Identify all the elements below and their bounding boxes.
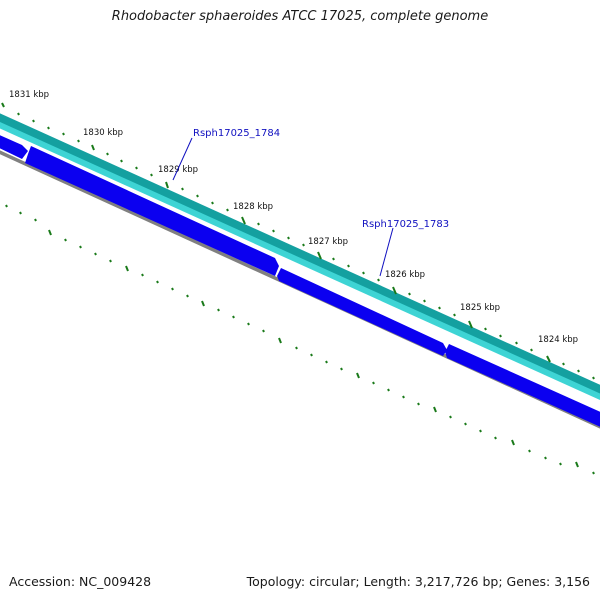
cds-feature-rsph17025-1783 [277, 268, 447, 356]
tick-label-1824: 1824 kbp [538, 335, 578, 345]
tick-labels: 1831 kbp 1830 kbp 1829 kbp 1828 kbp 1827… [9, 90, 578, 345]
gene-leader-line-1784 [172, 137, 193, 181]
tick-label-1825: 1825 kbp [460, 303, 500, 313]
tick-label-1831: 1831 kbp [9, 90, 49, 100]
inner-ticks [5, 204, 595, 475]
cds-feature-rsph17025-1784 [25, 146, 279, 276]
genome-stats-label: Topology: circular; Length: 3,217,726 bp… [246, 574, 590, 589]
gene-label-rsph17025-1783: Rsph17025_1783 [362, 219, 449, 230]
gene-leader-line-1783 [379, 227, 394, 277]
accession-label: Accession: NC_009428 [9, 574, 152, 589]
cds-track [0, 135, 600, 427]
map-title: Rhodobacter sphaeroides ATCC 17025, comp… [111, 9, 489, 24]
gene-labels: Rsph17025_1784 Rsph17025_1783 [172, 128, 449, 277]
tick-label-1827: 1827 kbp [308, 237, 348, 247]
gene-label-rsph17025-1784: Rsph17025_1784 [193, 128, 280, 139]
outer-ticks [1, 102, 595, 380]
teal-track-inner [0, 121, 600, 401]
tick-label-1826: 1826 kbp [385, 270, 425, 280]
cds-feature-left [0, 135, 28, 159]
teal-track-outer [0, 113, 600, 395]
cds-feature-right [445, 344, 600, 427]
tick-label-1828: 1828 kbp [233, 202, 273, 212]
tick-label-1830: 1830 kbp [83, 128, 123, 138]
